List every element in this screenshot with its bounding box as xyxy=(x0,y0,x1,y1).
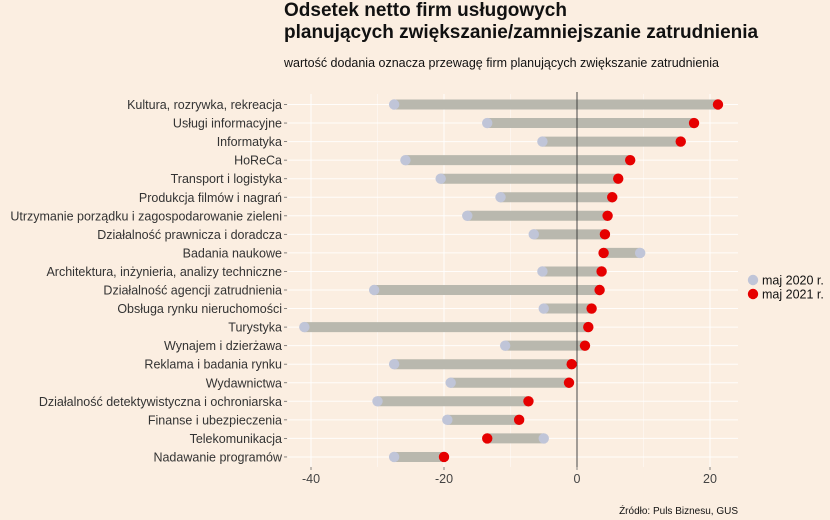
category-label: Informatyka xyxy=(217,135,282,149)
point-2020 xyxy=(435,173,446,184)
point-2021 xyxy=(586,303,597,314)
point-2021 xyxy=(613,173,624,184)
point-2021 xyxy=(607,192,618,203)
point-2021 xyxy=(594,284,605,296)
point-2021 xyxy=(596,266,607,277)
point-2021 xyxy=(598,247,609,259)
legend: maj 2020 r.maj 2021 r. xyxy=(747,274,824,302)
point-2020 xyxy=(538,303,549,314)
point-2021 xyxy=(625,154,636,166)
chart-title: Odsetek netto firm usługowych planującyc… xyxy=(284,0,758,44)
category-labels: Kultura, rozrywka, rekreacja Usługi infor… xyxy=(10,98,287,464)
category-label: Wydawnictwa xyxy=(206,376,282,390)
point-2021 xyxy=(563,377,575,388)
category-label: Działalność agencji zatrudnienia xyxy=(103,284,282,298)
x-tick-label: 0 xyxy=(574,472,581,486)
category-label: Wynajem i dzierżawa xyxy=(164,339,282,353)
point-2020 xyxy=(634,247,646,259)
data-points xyxy=(299,99,724,463)
point-2020 xyxy=(368,284,380,296)
point-2021 xyxy=(712,99,724,110)
point-2021 xyxy=(566,359,577,370)
point-2020 xyxy=(388,99,400,110)
legend-swatch xyxy=(747,288,759,300)
point-2020 xyxy=(537,136,548,147)
point-2020 xyxy=(482,117,493,129)
category-label: Reklama i badania rynku xyxy=(144,358,282,372)
legend-label: maj 2021 r. xyxy=(762,288,824,302)
point-2021 xyxy=(583,321,594,333)
category-label: Turystyka xyxy=(228,321,282,335)
category-label: Kultura, rozrywka, rekreacja xyxy=(127,98,282,112)
x-tick-labels: -40 -20 0 20 xyxy=(302,467,717,486)
point-2020 xyxy=(372,396,383,407)
x-tick-label: -20 xyxy=(435,472,453,486)
category-label: Nadawanie programów xyxy=(153,450,283,464)
x-tick-label: 20 xyxy=(703,472,717,486)
point-2020 xyxy=(299,321,310,333)
point-2020 xyxy=(537,266,548,277)
category-label: Architektura, inżynieria, analizy techni… xyxy=(46,265,282,279)
point-2020 xyxy=(462,210,473,221)
category-label: Produkcja filmów i nagrań xyxy=(139,191,282,205)
gridlines xyxy=(288,94,738,467)
point-2021 xyxy=(579,340,591,351)
point-2021 xyxy=(523,396,534,407)
category-label: Transport i logistyka xyxy=(171,172,282,186)
category-label: Działalność detektywistyczna i ochroniar… xyxy=(39,395,282,409)
point-2021 xyxy=(675,136,686,147)
category-label: Telekomunikacja xyxy=(190,432,282,446)
title-line-2: planujących zwiększanie/zamniejszanie za… xyxy=(284,22,759,43)
range-bars xyxy=(304,99,718,462)
point-2020 xyxy=(442,414,453,426)
legend-swatch xyxy=(747,274,759,286)
category-label: Działalność prawnicza i doradcza xyxy=(97,228,282,242)
category-label: Obsługa rynku nieruchomości xyxy=(117,302,282,316)
point-2021 xyxy=(602,210,613,221)
category-label: HoReCa xyxy=(234,154,282,168)
category-label: Utrzymanie porządku i zagospodarowanie z… xyxy=(10,209,282,223)
point-2021 xyxy=(482,433,493,444)
point-2020 xyxy=(388,359,400,370)
point-2020 xyxy=(400,154,411,166)
title-line-1: Odsetek netto firm usługowych xyxy=(284,0,567,21)
point-2021 xyxy=(438,451,450,463)
point-2020 xyxy=(528,229,539,240)
category-label: Finanse i ubezpieczenia xyxy=(148,413,282,427)
category-label: Usługi informacyjne xyxy=(173,117,282,131)
point-2021 xyxy=(599,229,611,240)
point-2020 xyxy=(499,340,511,351)
point-2020 xyxy=(538,433,549,444)
point-2020 xyxy=(388,451,400,463)
legend-label: maj 2020 r. xyxy=(762,274,824,288)
source-note: Źródło: Puls Biznesu, GUS xyxy=(619,506,738,517)
point-2020 xyxy=(445,377,456,388)
point-2021 xyxy=(688,117,700,129)
chart-subtitle: wartość dodania oznacza przewagę firm pl… xyxy=(284,56,719,70)
point-2021 xyxy=(513,414,525,426)
category-label: Badania naukowe xyxy=(183,246,282,260)
point-2020 xyxy=(495,192,506,203)
dumbbell-chart: Kultura, rozrywka, rekreacja Usługi infor… xyxy=(10,92,824,486)
x-tick-label: -40 xyxy=(302,472,320,486)
